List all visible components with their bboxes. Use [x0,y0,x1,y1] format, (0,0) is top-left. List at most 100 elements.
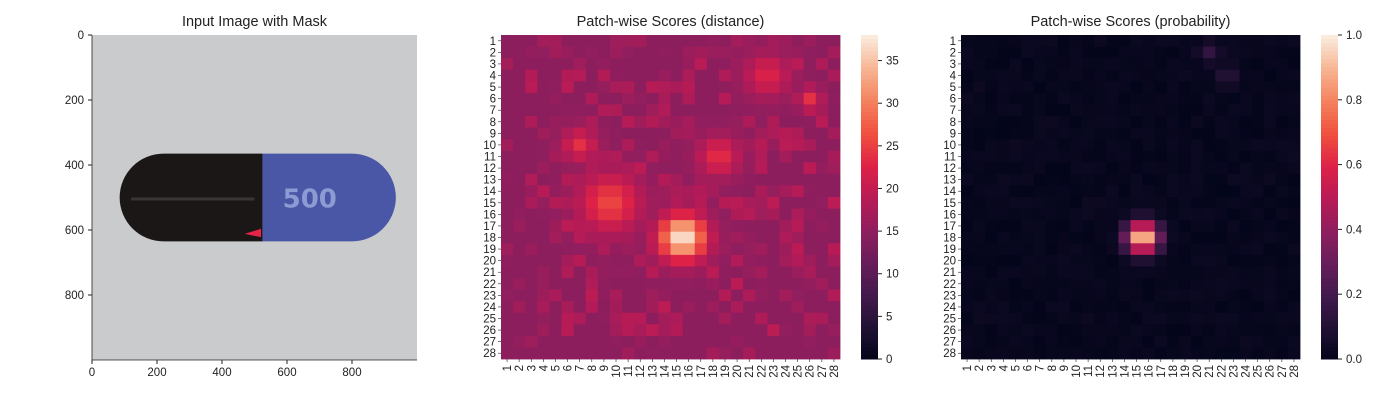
heatmap-cell [1263,289,1277,302]
heatmap-cell [973,46,986,59]
heatmap-cell [561,301,575,314]
heatmap-cell [1118,58,1131,71]
heatmap-cell [682,335,696,348]
colorbar-segment [861,188,878,194]
heatmap-cell [1142,150,1156,163]
heatmap-cell [537,185,550,198]
heatmap-cell [561,347,575,360]
colorbar-segment [861,314,878,319]
heatmap-cell [1191,173,1204,186]
heatmap-cell [731,301,744,314]
heatmap-cell [743,127,756,140]
heatmap-cell [658,243,671,256]
heatmap-cell [670,197,684,209]
heatmap-cell [646,81,659,94]
y-tick-label: 13 [483,175,496,187]
heatmap-cell [706,92,720,105]
heatmap-cell [1106,139,1119,152]
heatmap-cell [1118,347,1131,360]
heatmap-cell [1021,324,1035,337]
colorbar-segment [1321,310,1338,315]
heatmap-cell [1239,127,1252,140]
heatmap-cell [537,231,550,244]
heatmap-cell [718,220,732,233]
y-tick-label: 27 [483,337,496,349]
heatmap-cell [1154,58,1168,71]
heatmap-cell [1142,324,1156,337]
colorbar-segment [1321,217,1338,222]
x-tick-label: 27 [817,365,829,378]
heatmap-cell [1227,266,1240,279]
heatmap-cell [1191,266,1204,279]
heatmap-cell [1215,127,1228,140]
heatmap-cell [706,278,720,290]
heatmap-cell [1033,243,1047,256]
heatmap-cell [609,301,623,314]
heatmap-cell [767,185,780,198]
heatmap-cell [646,301,659,314]
heatmap-cell [646,58,659,71]
heatmap-cell [791,173,805,186]
heatmap-cell [973,220,986,233]
heatmap-cell [1239,347,1252,360]
heatmap-cell [815,301,829,314]
heatmap-cell [743,104,756,117]
heatmap-cell [694,46,708,59]
heatmap-cell [1275,139,1289,152]
y-tick-label: 200 [65,95,84,107]
heatmap-cell [1227,162,1240,175]
heatmap-cell [985,231,998,244]
heatmap-cell [1154,92,1168,105]
heatmap-cell [573,58,587,71]
heatmap-cell [1033,35,1047,47]
heatmap-cell [573,150,587,163]
heatmap-cell [1154,220,1168,233]
heatmap-cell [622,150,635,163]
heatmap-cell [1118,324,1131,337]
heatmap-cell [634,127,647,140]
heatmap-cell [573,231,587,244]
heatmap-cell [622,254,635,267]
heatmap-cell [501,173,514,186]
heatmap-cell [561,92,575,105]
heatmap-cell [537,347,550,360]
heatmap-cell [743,173,756,186]
heatmap-cell [1009,347,1022,360]
heatmap-cell [513,312,526,325]
colorbar-segment [1321,334,1338,340]
heatmap-cell [658,116,671,128]
heatmap-cell [779,58,792,71]
heatmap-cell [658,220,671,233]
heatmap-cell [501,289,514,302]
colorbar-segment [861,63,878,68]
heatmap-cell [1094,197,1107,209]
heatmap-cell [827,127,841,140]
heatmap-cell [767,162,780,175]
heatmap-cell [1215,231,1228,244]
heatmap-cell [658,254,671,267]
colorbar-segment [1321,140,1338,145]
heatmap-cell [1227,324,1240,337]
heatmap-cell [1106,162,1119,175]
heatmap-cell [973,35,986,47]
heatmap-cell [573,208,587,221]
heatmap-cell [743,139,756,152]
heatmap-cell [1057,58,1071,71]
heatmap-cell [961,312,974,325]
heatmap-cell [1166,220,1180,233]
heatmap-cell [634,347,647,360]
heatmap-cell [1106,335,1119,348]
heatmap-cell [779,266,792,279]
heatmap-cell [1142,173,1156,186]
heatmap-cell [997,289,1010,302]
heatmap-cell [1275,162,1289,175]
x-tick-label: 800 [342,367,361,379]
heatmap-cell [985,220,998,233]
colorbar-segment [1321,290,1338,295]
y-tick-label: 17 [483,221,496,233]
heatmap-cell [1239,254,1252,267]
heatmap-cell [1082,58,1095,71]
heatmap-cell [646,266,659,279]
heatmap-cell [1009,266,1022,279]
heatmap-cell [961,289,974,302]
